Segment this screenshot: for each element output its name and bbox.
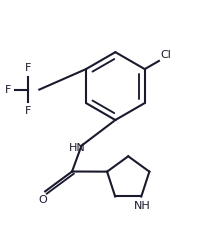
Text: O: O — [38, 195, 47, 205]
Text: HN: HN — [68, 143, 85, 153]
Text: F: F — [4, 85, 11, 95]
Text: NH: NH — [134, 201, 151, 211]
Text: Cl: Cl — [160, 50, 171, 60]
Text: F: F — [24, 106, 31, 116]
Text: F: F — [24, 63, 31, 73]
